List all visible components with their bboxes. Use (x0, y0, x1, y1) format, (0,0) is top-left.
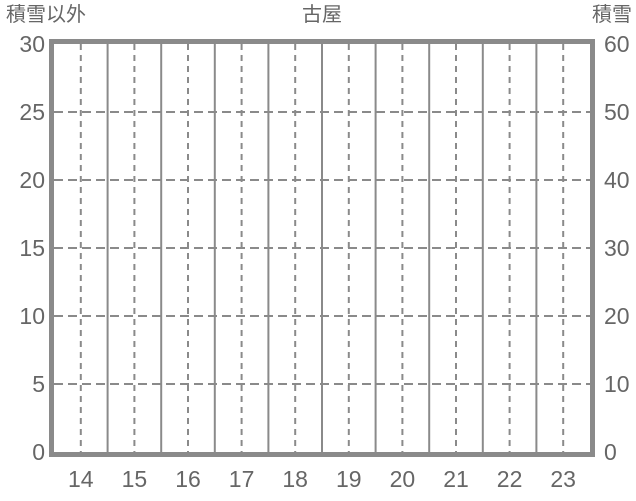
right-tick-label: 30 (604, 235, 630, 261)
x-tick-label: 18 (282, 466, 308, 492)
x-tick-label: 16 (175, 466, 201, 492)
x-tick-label: 15 (121, 466, 148, 492)
left-axis-title: 積雪以外 (6, 4, 86, 26)
chart-title: 古屋 (302, 4, 342, 26)
right-tick-label: 40 (604, 167, 630, 193)
right-tick-label: 50 (604, 99, 630, 125)
right-tick-label: 0 (604, 439, 617, 465)
x-tick-label: 21 (443, 466, 469, 492)
left-tick-label: 5 (32, 371, 45, 397)
right-axis-title: 積雪 (592, 4, 632, 26)
left-tick-label: 25 (19, 99, 45, 125)
x-tick-label: 19 (336, 466, 362, 492)
x-tick-label: 20 (389, 466, 416, 492)
left-tick-label: 15 (19, 235, 45, 261)
x-tick-label: 22 (496, 466, 523, 492)
right-tick-label: 10 (604, 371, 630, 397)
gridlines (54, 44, 590, 452)
left-tick-label: 0 (32, 439, 45, 465)
plot-area (49, 39, 595, 457)
x-tick-label: 23 (550, 466, 576, 492)
left-tick-label: 20 (19, 167, 45, 193)
right-tick-label: 20 (604, 303, 630, 329)
left-tick-label: 30 (19, 31, 45, 57)
left-tick-label: 10 (19, 303, 45, 329)
x-tick-label: 14 (68, 466, 94, 492)
right-tick-label: 60 (604, 31, 630, 57)
x-tick-label: 17 (228, 466, 255, 492)
